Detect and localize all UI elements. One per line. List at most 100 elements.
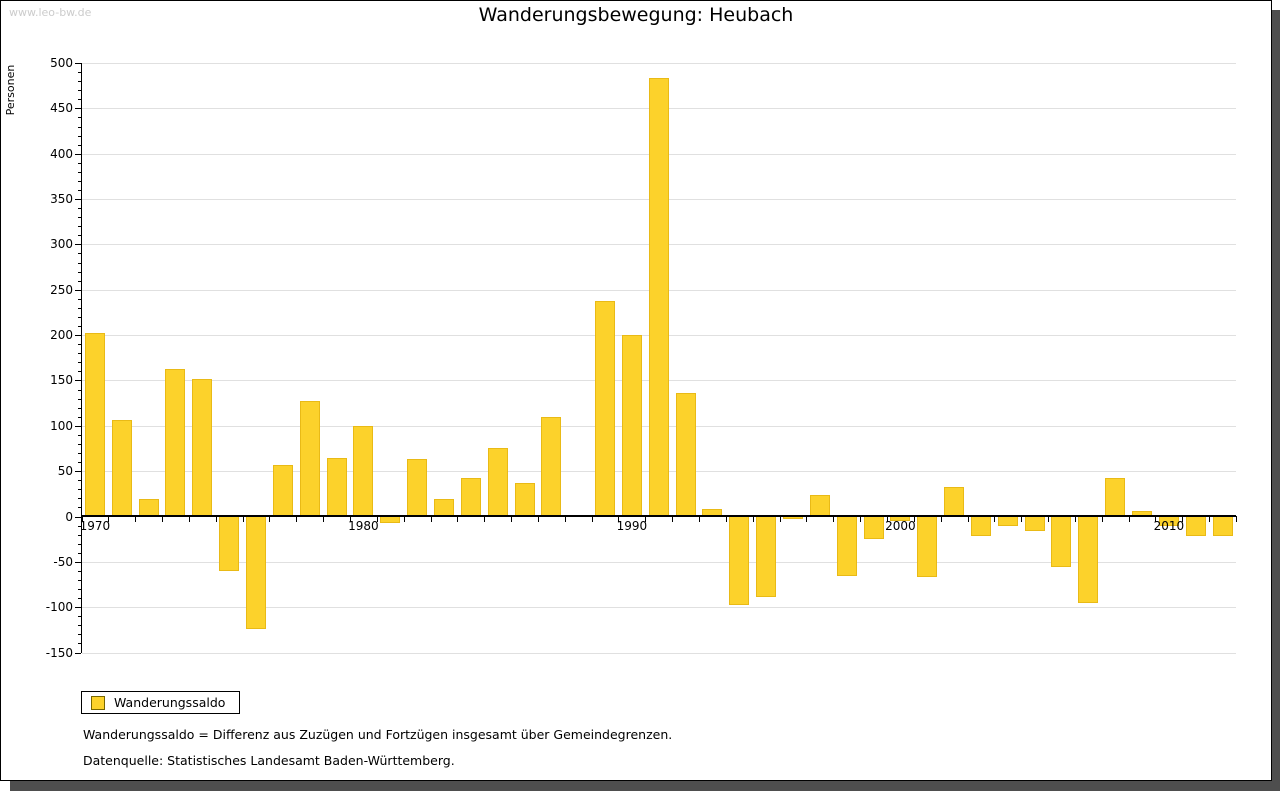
x-tick [994,516,996,522]
x-tick [913,516,915,522]
bar-1979 [326,457,347,517]
y-minor-tick [78,552,81,554]
bar-1978 [299,401,320,517]
y-minor-tick [78,190,81,192]
y-tick-label: -150 [45,645,73,660]
x-tick [564,516,566,522]
y-minor-tick [78,253,81,255]
gridline [82,561,1236,563]
y-minor-tick [78,326,81,328]
y-minor-tick [78,353,81,355]
bar-1971 [111,420,132,517]
bar-1970 [84,333,105,517]
y-tick [75,380,81,382]
x-tick [430,516,432,522]
x-tick [511,516,513,522]
y-minor-tick [78,489,81,491]
x-tick [537,516,539,522]
y-minor-tick [78,126,81,128]
y-axis-line [81,63,82,653]
y-tick [75,199,81,201]
y-tick [75,561,81,563]
watermark: www.leo-bw.de [9,6,92,19]
y-minor-tick [78,643,81,645]
y-minor-tick [78,307,81,309]
y-tick [75,63,81,65]
gridline [82,607,1236,609]
y-minor-tick [78,298,81,300]
y-minor-tick [78,570,81,572]
y-minor-tick [78,434,81,436]
y-tick-label: 300 [50,237,73,252]
x-tick [806,516,808,522]
y-tick [75,153,81,155]
bar-1989 [595,300,616,517]
y-minor-tick [78,144,81,146]
y-tick [75,289,81,291]
x-tick [725,516,727,522]
plot-area: -150 -100 -50 0 50 100 150 200 250 300 350 400 450 50… [1,1,1271,780]
bar-1973 [165,368,186,517]
y-tick-label: 450 [50,101,73,116]
gridline [82,652,1236,654]
y-minor-tick [78,99,81,101]
y-minor-tick [78,344,81,346]
x-tick [699,516,701,522]
y-minor-tick [78,416,81,418]
y-minor-tick [78,598,81,600]
bar-1976 [246,515,267,629]
x-tick [1048,516,1050,522]
y-minor-tick [78,616,81,618]
y-tick-label: 500 [50,56,73,71]
y-tick [75,335,81,337]
x-tick [349,516,351,522]
y-minor-tick [78,362,81,364]
bar-1998 [836,515,857,577]
x-tick [108,516,110,522]
bar-1985 [487,447,508,517]
y-minor-tick [78,398,81,400]
x-tick [940,516,942,522]
y-minor-tick [78,171,81,173]
x-tick [1074,516,1076,522]
y-tick [75,607,81,609]
x-tick [1101,516,1103,522]
y-minor-tick [78,226,81,228]
x-tick [591,516,593,522]
x-tick [645,516,647,522]
y-minor-tick [78,389,81,391]
bar-2006 [1051,515,1072,568]
x-tick [457,516,459,522]
y-tick-label: 200 [50,328,73,343]
bar-2003 [970,515,991,537]
y-minor-tick [78,453,81,455]
y-minor-tick [78,507,81,509]
legend-swatch-icon [91,695,105,710]
bar-1987 [541,416,562,517]
y-minor-tick [78,262,81,264]
x-tick [1128,516,1130,522]
bar-1982 [407,459,428,517]
x-tick [1021,516,1023,522]
x-tick [967,516,969,522]
y-minor-tick [78,589,81,591]
y-minor-tick [78,217,81,219]
x-tick [135,516,137,522]
y-minor-tick [78,498,81,500]
window-shadow-right [1272,10,1280,791]
x-tick [403,516,405,522]
x-tick [833,516,835,522]
bar-1991 [648,78,669,517]
x-tick [484,516,486,522]
y-minor-tick [78,534,81,536]
bar-1990 [621,335,642,517]
y-tick-label: 150 [50,373,73,388]
y-tick-label: -100 [45,600,73,615]
x-tick [1236,516,1237,522]
y-minor-tick [78,90,81,92]
y-minor-tick [78,480,81,482]
y-minor-tick [78,543,81,545]
x-tick [242,516,244,522]
